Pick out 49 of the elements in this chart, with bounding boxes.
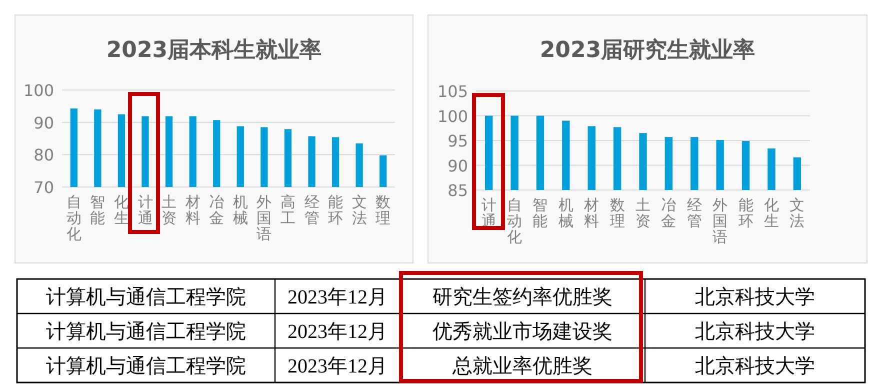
- x-tick-label: 土资: [636, 196, 650, 230]
- y-tick-label: 70: [34, 178, 54, 197]
- y-tick-label: 80: [34, 146, 54, 165]
- text: 2023年12月: [288, 286, 388, 308]
- x-tick-label: 材料: [583, 196, 600, 230]
- y-tick-label: 90: [34, 113, 54, 132]
- y-tick-label: 105: [437, 82, 468, 101]
- x-tick-label: 外国语: [256, 193, 272, 243]
- chart-title: 2023届本科生就业率: [106, 37, 322, 63]
- x-tick-label: 经管: [304, 193, 320, 227]
- text: 研究生签约率优胜奖: [432, 286, 612, 308]
- x-tick-label: 机械: [232, 193, 248, 227]
- x-tick-label: 冶金: [209, 193, 224, 227]
- x-tick-label: 计通: [138, 193, 153, 227]
- x-tick-label: 外国语: [712, 196, 728, 246]
- y-tick-label: 85: [448, 181, 468, 200]
- y-tick-label: 95: [448, 132, 468, 150]
- text: 计算机与通信工程学院: [46, 286, 246, 308]
- x-tick-label: 土资: [162, 193, 177, 227]
- text: 北京科技大学: [695, 286, 815, 308]
- x-tick-label: 文法: [790, 196, 805, 230]
- y-tick-label: 90: [448, 156, 468, 176]
- text: 计算机与通信工程学院: [46, 355, 246, 378]
- x-tick-label: 材料: [184, 193, 200, 227]
- text: 2023年12月: [288, 320, 388, 343]
- x-tick-label: 数理: [610, 196, 625, 230]
- text: 北京科技大学: [695, 320, 815, 343]
- x-tick-label: 智能: [532, 196, 548, 230]
- y-tick-label: 100: [23, 81, 54, 100]
- x-tick-label: 冶金: [661, 196, 676, 230]
- x-tick-label: 经管: [686, 196, 702, 230]
- text: 计算机与通信工程学院: [46, 320, 246, 343]
- y-tick-label: 100: [437, 106, 468, 126]
- x-tick-label: 自动化: [507, 196, 522, 246]
- x-tick-label: 文法: [352, 193, 367, 227]
- x-tick-label: 能环: [738, 196, 754, 230]
- x-tick-label: 化生: [764, 196, 779, 230]
- text: 北京科技大学: [695, 355, 815, 378]
- x-tick-label: 数理: [376, 193, 391, 227]
- text: 2023年12月: [288, 355, 388, 378]
- x-tick-label: 机械: [558, 196, 574, 230]
- x-tick-label: 自动化: [66, 193, 82, 243]
- text: 优秀就业市场建设奖: [432, 320, 612, 343]
- chart-title: 2023届研究生就业率: [540, 37, 756, 63]
- x-tick-label: 化生: [114, 193, 129, 227]
- text: 总就业率优胜奖: [452, 355, 592, 378]
- x-tick-label: 智能: [90, 193, 106, 227]
- x-tick-label: 能环: [328, 193, 344, 227]
- x-tick-label: 高工: [280, 193, 296, 227]
